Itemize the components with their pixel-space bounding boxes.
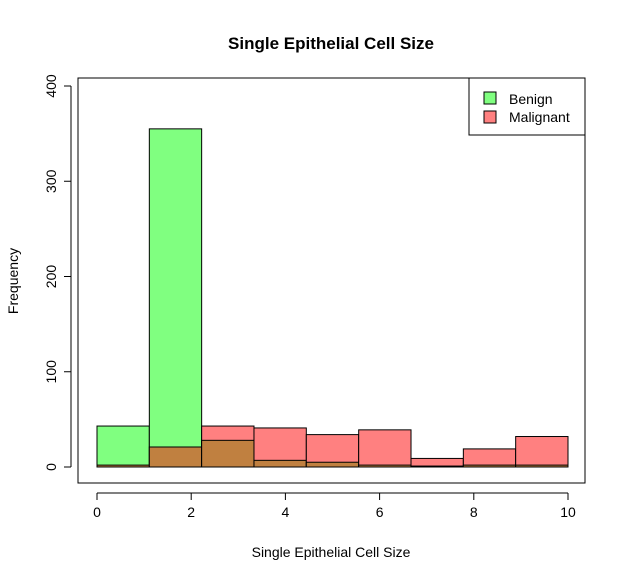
- malignant-bar: [96, 464, 150, 468]
- malignant-bar: [358, 429, 412, 468]
- malignant-bar: [515, 436, 569, 468]
- x-axis-label: Single Epithelial Cell Size: [252, 544, 411, 560]
- x-tick-label: 10: [560, 504, 576, 520]
- malignant-bar: [462, 448, 517, 468]
- benign-bar: [96, 425, 150, 468]
- legend-label-benign: Benign: [509, 91, 553, 107]
- overlap-bar: [305, 461, 360, 468]
- overlap-bar: [358, 464, 412, 468]
- y-tick-label: 300: [43, 169, 59, 193]
- x-tick-label: 6: [376, 504, 384, 520]
- legend-swatch-benign: [483, 91, 497, 105]
- y-tick-label: 100: [43, 360, 59, 384]
- x-tick-label: 8: [470, 504, 478, 520]
- overlap-bar: [201, 439, 255, 468]
- chart-title: Single Epithelial Cell Size: [228, 34, 434, 53]
- overlap-bar: [410, 465, 464, 468]
- y-tick-label: 200: [43, 265, 59, 289]
- overlap-bar: [253, 459, 307, 468]
- legend: Benign Malignant: [468, 77, 586, 136]
- malignant-bar: [148, 446, 203, 468]
- y-tick-label: 0: [43, 463, 59, 471]
- x-tick-label: 0: [93, 504, 101, 520]
- x-tick-label: 2: [187, 504, 195, 520]
- bars-layer: [96, 128, 569, 468]
- legend-label-malignant: Malignant: [509, 109, 570, 125]
- overlap-bar: [515, 464, 569, 468]
- legend-box: [468, 77, 586, 136]
- y-axis-label: Frequency: [5, 248, 21, 314]
- x-tick-label: 4: [282, 504, 290, 520]
- benign-bar: [148, 128, 203, 468]
- malignant-bar: [305, 434, 360, 468]
- y-tick-label: 400: [43, 74, 59, 98]
- plot-frame: [77, 77, 586, 484]
- legend-swatch-malignant: [483, 110, 497, 124]
- overlap-bar: [462, 464, 517, 468]
